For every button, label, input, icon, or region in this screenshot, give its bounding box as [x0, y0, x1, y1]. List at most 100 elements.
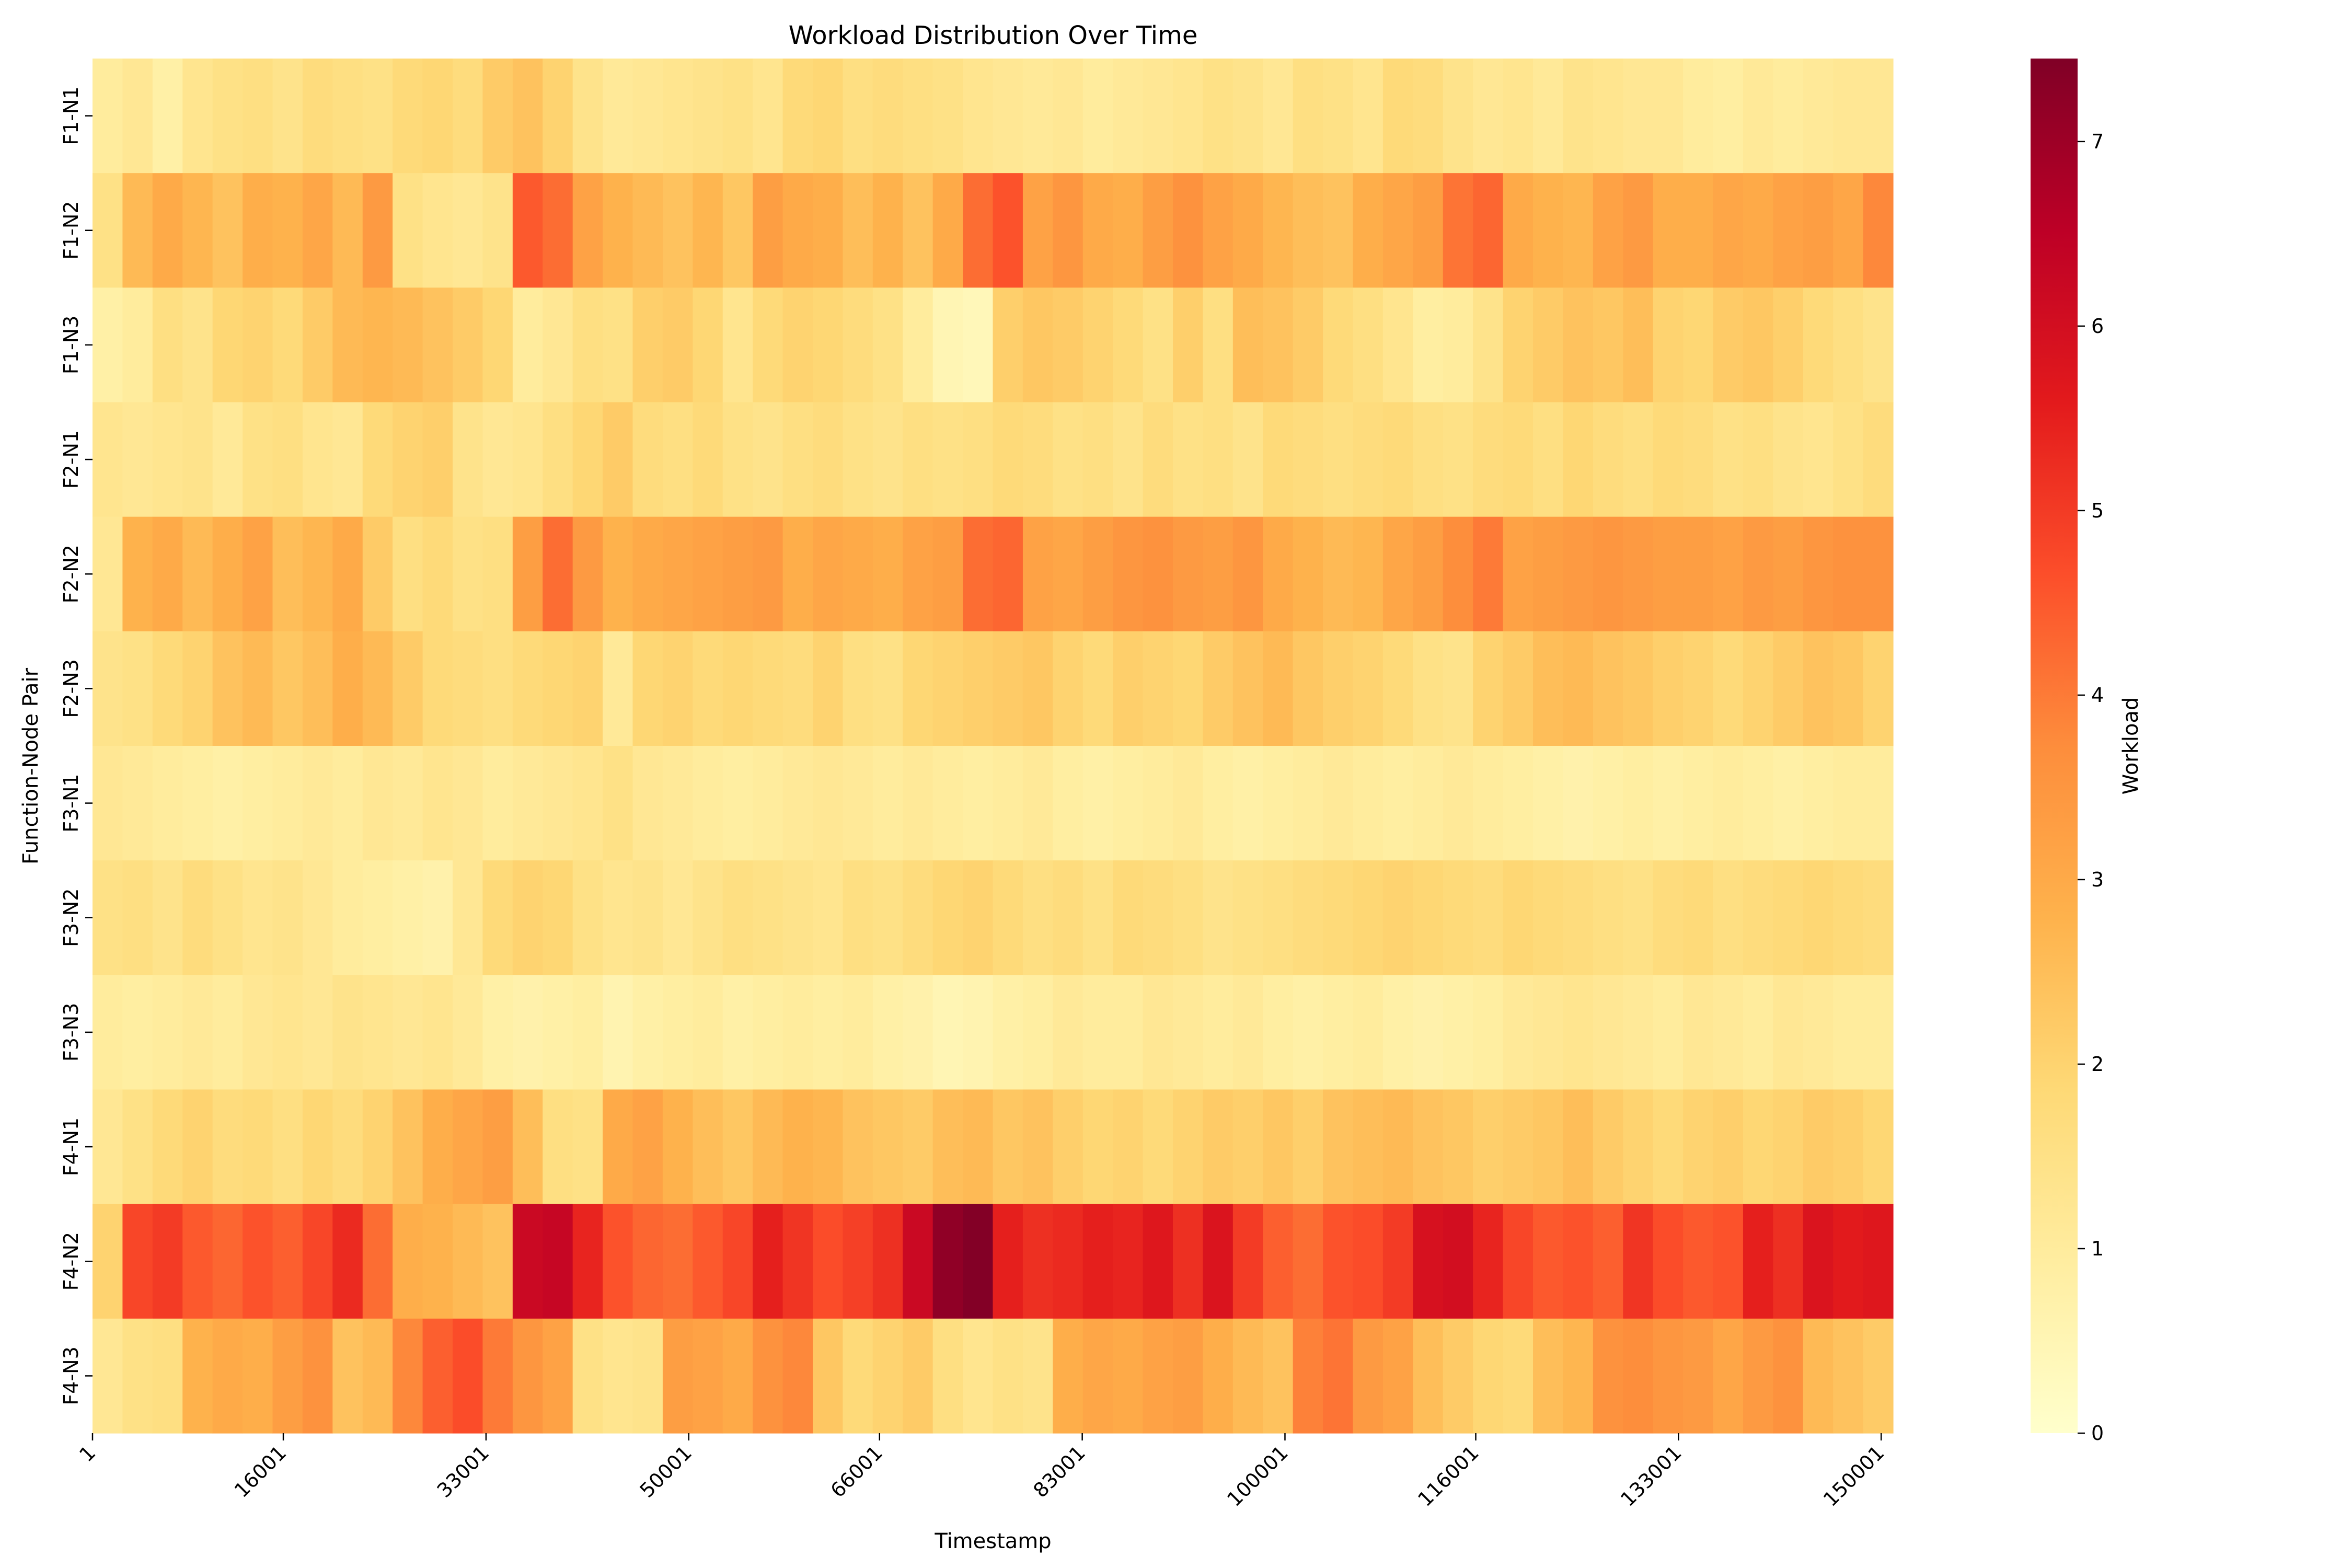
y-tick-label: F1-N1: [60, 86, 83, 145]
heatmap-cell: [93, 746, 123, 861]
heatmap-cell: [1293, 402, 1323, 517]
heatmap-cell: [843, 173, 873, 288]
heatmap-cell: [1833, 173, 1864, 288]
heatmap-cell: [1533, 402, 1564, 517]
heatmap-cell: [1713, 516, 1744, 632]
heatmap-cell: [843, 860, 873, 975]
heatmap-cell: [1263, 516, 1294, 632]
heatmap-cell: [1022, 1204, 1053, 1319]
heatmap-cell: [1382, 860, 1413, 975]
heatmap-cell: [903, 173, 933, 288]
heatmap-cell: [932, 1204, 963, 1319]
heatmap-cell: [693, 1089, 723, 1205]
heatmap-cell: [182, 1204, 213, 1319]
heatmap-cell: [93, 287, 123, 403]
heatmap-cell: [1113, 631, 1144, 746]
heatmap-cell: [753, 287, 783, 403]
heatmap-cell: [903, 1204, 933, 1319]
heatmap-cell: [1113, 1318, 1144, 1434]
heatmap-cell: [1563, 746, 1594, 861]
heatmap-cell: [302, 516, 333, 632]
heatmap-cell: [1443, 746, 1473, 861]
heatmap-cell: [512, 1089, 543, 1205]
heatmap-cell: [543, 1318, 573, 1434]
heatmap-cell: [1473, 1318, 1504, 1434]
heatmap-cell: [122, 1318, 153, 1434]
heatmap-cell: [1623, 1204, 1654, 1319]
heatmap-cell: [1683, 1318, 1714, 1434]
heatmap-cell: [152, 287, 183, 403]
heatmap-cell: [1773, 516, 1804, 632]
heatmap-cell: [393, 59, 423, 174]
heatmap-cell: [782, 746, 813, 861]
heatmap-cell: [1263, 1318, 1294, 1434]
heatmap-cell: [1082, 516, 1113, 632]
heatmap-cell: [572, 746, 603, 861]
heatmap-cell: [903, 1089, 933, 1205]
heatmap-cell: [1833, 1089, 1864, 1205]
heatmap-cell: [1533, 1318, 1564, 1434]
heatmap-cell: [1323, 287, 1354, 403]
heatmap-cell: [453, 402, 483, 517]
heatmap-cell: [212, 59, 243, 174]
heatmap-cell: [1323, 1204, 1354, 1319]
heatmap-cell: [152, 173, 183, 288]
heatmap-cell: [903, 746, 933, 861]
heatmap-cell: [1533, 59, 1564, 174]
heatmap-cell: [1143, 746, 1173, 861]
heatmap-cell: [1382, 1089, 1413, 1205]
heatmap-cell: [243, 173, 273, 288]
heatmap-cell: [932, 631, 963, 746]
heatmap-cell: [1773, 746, 1804, 861]
heatmap-cell: [903, 402, 933, 517]
heatmap-cell: [1082, 631, 1113, 746]
heatmap-cell: [993, 1089, 1023, 1205]
heatmap-cell: [572, 1204, 603, 1319]
heatmap-cell: [603, 516, 633, 632]
heatmap-cell: [753, 173, 783, 288]
heatmap-cell: [1113, 860, 1144, 975]
colorbar-tick-label: 0: [2091, 1422, 2104, 1445]
heatmap-cell: [813, 1089, 844, 1205]
heatmap-cell: [543, 287, 573, 403]
x-tick-label: 100001: [1223, 1441, 1293, 1511]
x-tick-label: 16001: [230, 1441, 291, 1502]
heatmap-cell: [662, 975, 693, 1090]
heatmap-cell: [512, 860, 543, 975]
heatmap-cell: [1113, 975, 1144, 1090]
heatmap-cell: [1743, 1318, 1773, 1434]
heatmap-cell: [963, 173, 994, 288]
heatmap-cell: [453, 1089, 483, 1205]
heatmap-cell: [1653, 1204, 1684, 1319]
heatmap-cell: [422, 516, 453, 632]
heatmap-cell: [1563, 860, 1594, 975]
heatmap-cell: [422, 173, 453, 288]
heatmap-cell: [1473, 516, 1504, 632]
heatmap-cell: [93, 1318, 123, 1434]
heatmap-cell: [1263, 631, 1294, 746]
heatmap-cell: [1683, 402, 1714, 517]
heatmap-cell: [843, 746, 873, 861]
heatmap-cell: [1022, 173, 1053, 288]
heatmap-cell: [1203, 402, 1233, 517]
heatmap-cell: [572, 287, 603, 403]
heatmap-cell: [1413, 746, 1444, 861]
heatmap-cell: [632, 1089, 663, 1205]
heatmap-cell: [332, 1089, 363, 1205]
heatmap-cell: [362, 1318, 393, 1434]
heatmap-cell: [963, 975, 994, 1090]
colorbar-label: Workload: [2119, 697, 2143, 795]
heatmap-cell: [722, 173, 753, 288]
heatmap-cell: [1413, 1204, 1444, 1319]
heatmap-cell: [1803, 860, 1834, 975]
heatmap-cell: [362, 59, 393, 174]
heatmap-cell: [152, 516, 183, 632]
heatmap-cell: [1803, 402, 1834, 517]
heatmap-cell: [1473, 631, 1504, 746]
heatmap-cell: [393, 860, 423, 975]
heatmap-cell: [1203, 59, 1233, 174]
heatmap-cell: [453, 975, 483, 1090]
heatmap-cell: [1803, 1204, 1834, 1319]
heatmap-cell: [393, 287, 423, 403]
heatmap-cell: [1053, 631, 1083, 746]
